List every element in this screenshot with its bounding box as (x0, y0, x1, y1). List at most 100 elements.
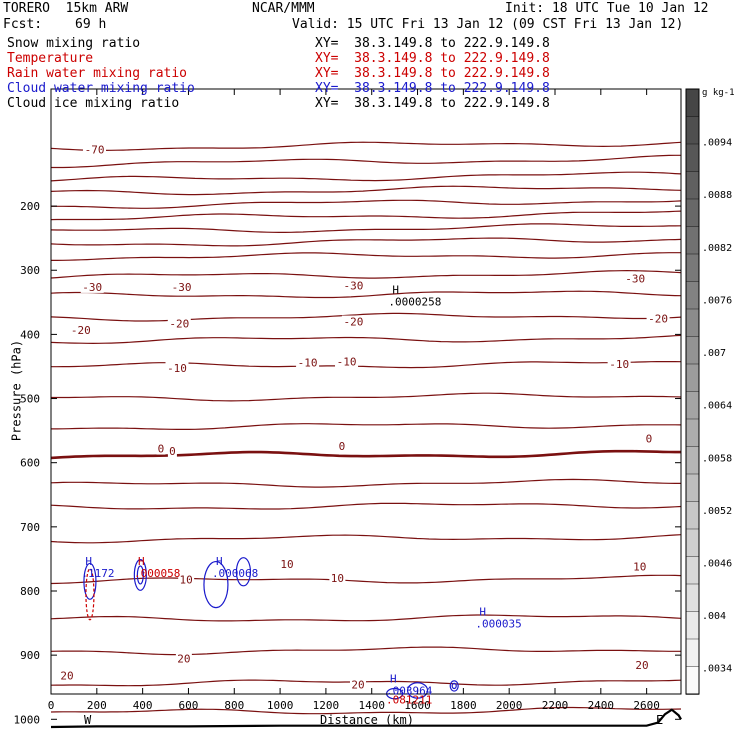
colorbar-bin (685, 253, 700, 283)
x-tick-label: 400 (133, 699, 153, 712)
forecast-label: Fcst: (3, 17, 43, 32)
isotherm-line (51, 392, 682, 402)
maximum-value: .000068 (212, 567, 258, 580)
moisture-contour (449, 680, 459, 692)
isotherm-label: -30 (82, 281, 102, 294)
isotherm-label: 10 (331, 572, 344, 585)
colorbar-bin (685, 556, 700, 585)
colorbar-bin (685, 638, 700, 668)
isotherm-labels: -70 -30 -30 -30 -30 -20 -20 -20 -20 -10 -10 -10 -10 0… (59, 143, 670, 692)
maximum-marker: H (85, 555, 92, 568)
isotherm-label: -30 (625, 273, 645, 286)
maximum-value: .003964 (386, 684, 433, 697)
x-tick-label: 0 (48, 699, 55, 712)
y-tick-label: 900 (20, 649, 40, 662)
x-tick-label: 200 (87, 699, 107, 712)
isotherm-line (50, 679, 682, 687)
colorbar: .0094 .0088 .0082 .0076 .007 .0064 .0058 .0052.… (685, 88, 735, 695)
isotherm-label: -10 (167, 362, 187, 375)
isotherm-label-bg (341, 315, 365, 328)
isotherm-label: 10 (180, 573, 193, 586)
isotherm-label: 0 (646, 432, 653, 445)
colorbar-bin (685, 198, 700, 228)
colorbar-bin (685, 446, 700, 475)
isotherm-line (50, 210, 682, 221)
x-tick-label: 800 (224, 699, 244, 712)
maximum-value: .000035 (475, 618, 521, 631)
isotherm-label: -20 (71, 324, 91, 337)
moisture-contour (136, 565, 144, 585)
maximum-value: .081211 (386, 693, 432, 706)
x-tick-label: 1000 (267, 699, 294, 712)
isotherm-label-bg (156, 442, 166, 455)
colorbar-bin (685, 418, 700, 448)
isotherm-label-bg (644, 432, 654, 445)
colorbar-tick-label: .0076 (702, 295, 732, 306)
isotherm-label: 10 (280, 558, 293, 571)
colorbar-bin (685, 391, 700, 420)
isotherm-label: 0 (158, 443, 165, 456)
isotherm-label: 20 (635, 659, 648, 672)
zero-isotherm-line (50, 449, 681, 460)
isotherm-label-bg (69, 323, 93, 336)
legend-temperature-name: Temperature (7, 51, 94, 66)
maxima-labels: H.0000258H.000035H.1172H.000058H.000068H… (81, 284, 521, 707)
x-tick-label: 2600 (633, 699, 660, 712)
isotherm-label-bg (167, 445, 177, 458)
isotherm-label: -30 (172, 281, 192, 294)
colorbar-tick-label: .0064 (702, 401, 732, 412)
isotherm-label-bg (335, 355, 359, 368)
isotherm-label-bg (278, 558, 295, 571)
isotherm-label-bg (631, 560, 648, 573)
y-tick-label: 400 (20, 328, 40, 341)
colorbar-bin (685, 308, 700, 338)
isotherm-label-bg (170, 280, 194, 293)
colorbar-bin (685, 363, 700, 393)
isotherm-label: -30 (343, 280, 363, 293)
colorbar-bin (685, 336, 700, 365)
legend-cloud-ice-name: Cloud ice mixing ratio (7, 96, 180, 111)
maximum-value: .1172 (81, 567, 114, 580)
isotherm-line (51, 361, 682, 369)
isotherm-line (50, 171, 682, 182)
isotherm-label-bg (634, 658, 651, 671)
isotherm-line (51, 199, 682, 209)
isotherm-line (50, 223, 682, 233)
isotherm-label: -10 (609, 358, 629, 371)
y-tick-label: 1000 (14, 713, 41, 726)
isotherm-label: -20 (648, 312, 668, 325)
y-tick-label: 800 (20, 585, 40, 598)
init-time: Init: 18 UTC Tue 10 Jan 12 (505, 1, 709, 16)
isotherm-label-bg (59, 669, 76, 682)
legend-rain-xy: XY= 38.3.149.8 to 222.9.149.8 (315, 66, 550, 81)
isotherm-line (50, 502, 682, 510)
isotherm-line (50, 646, 681, 656)
isotherm-label-bg (349, 678, 366, 691)
legend-cloud-water-name: Cloud water mixing ratio (7, 81, 195, 96)
colorbar-bin (685, 226, 700, 255)
isotherm-label: 20 (60, 670, 73, 683)
isotherm-label: 20 (351, 679, 364, 692)
isotherm-label-bg (175, 652, 192, 665)
isotherm-line (50, 574, 682, 585)
isotherm-label: -10 (298, 357, 318, 370)
isotherm-label: 20 (177, 652, 190, 665)
colorbar-bin (685, 666, 700, 695)
x-tick-label: 600 (179, 699, 199, 712)
colorbar-bin (685, 611, 700, 640)
terrain-line (50, 708, 682, 729)
legend-cloud-ice-xy: XY= 38.3.149.8 to 222.9.149.8 (315, 96, 550, 111)
plot-frame (50, 88, 682, 695)
moisture-contour (406, 682, 429, 699)
org-label: NCAR/MMM (252, 1, 315, 16)
isotherm-line (50, 614, 682, 622)
y-tick-label: 600 (20, 457, 40, 470)
y-tick-label: 200 (20, 200, 40, 213)
x-tick-label: 2400 (588, 699, 615, 712)
isotherm-label-bg (296, 356, 320, 369)
isotherm-label: -10 (337, 355, 357, 368)
moisture-contour (83, 562, 97, 600)
maximum-value: .0000258 (388, 296, 441, 309)
